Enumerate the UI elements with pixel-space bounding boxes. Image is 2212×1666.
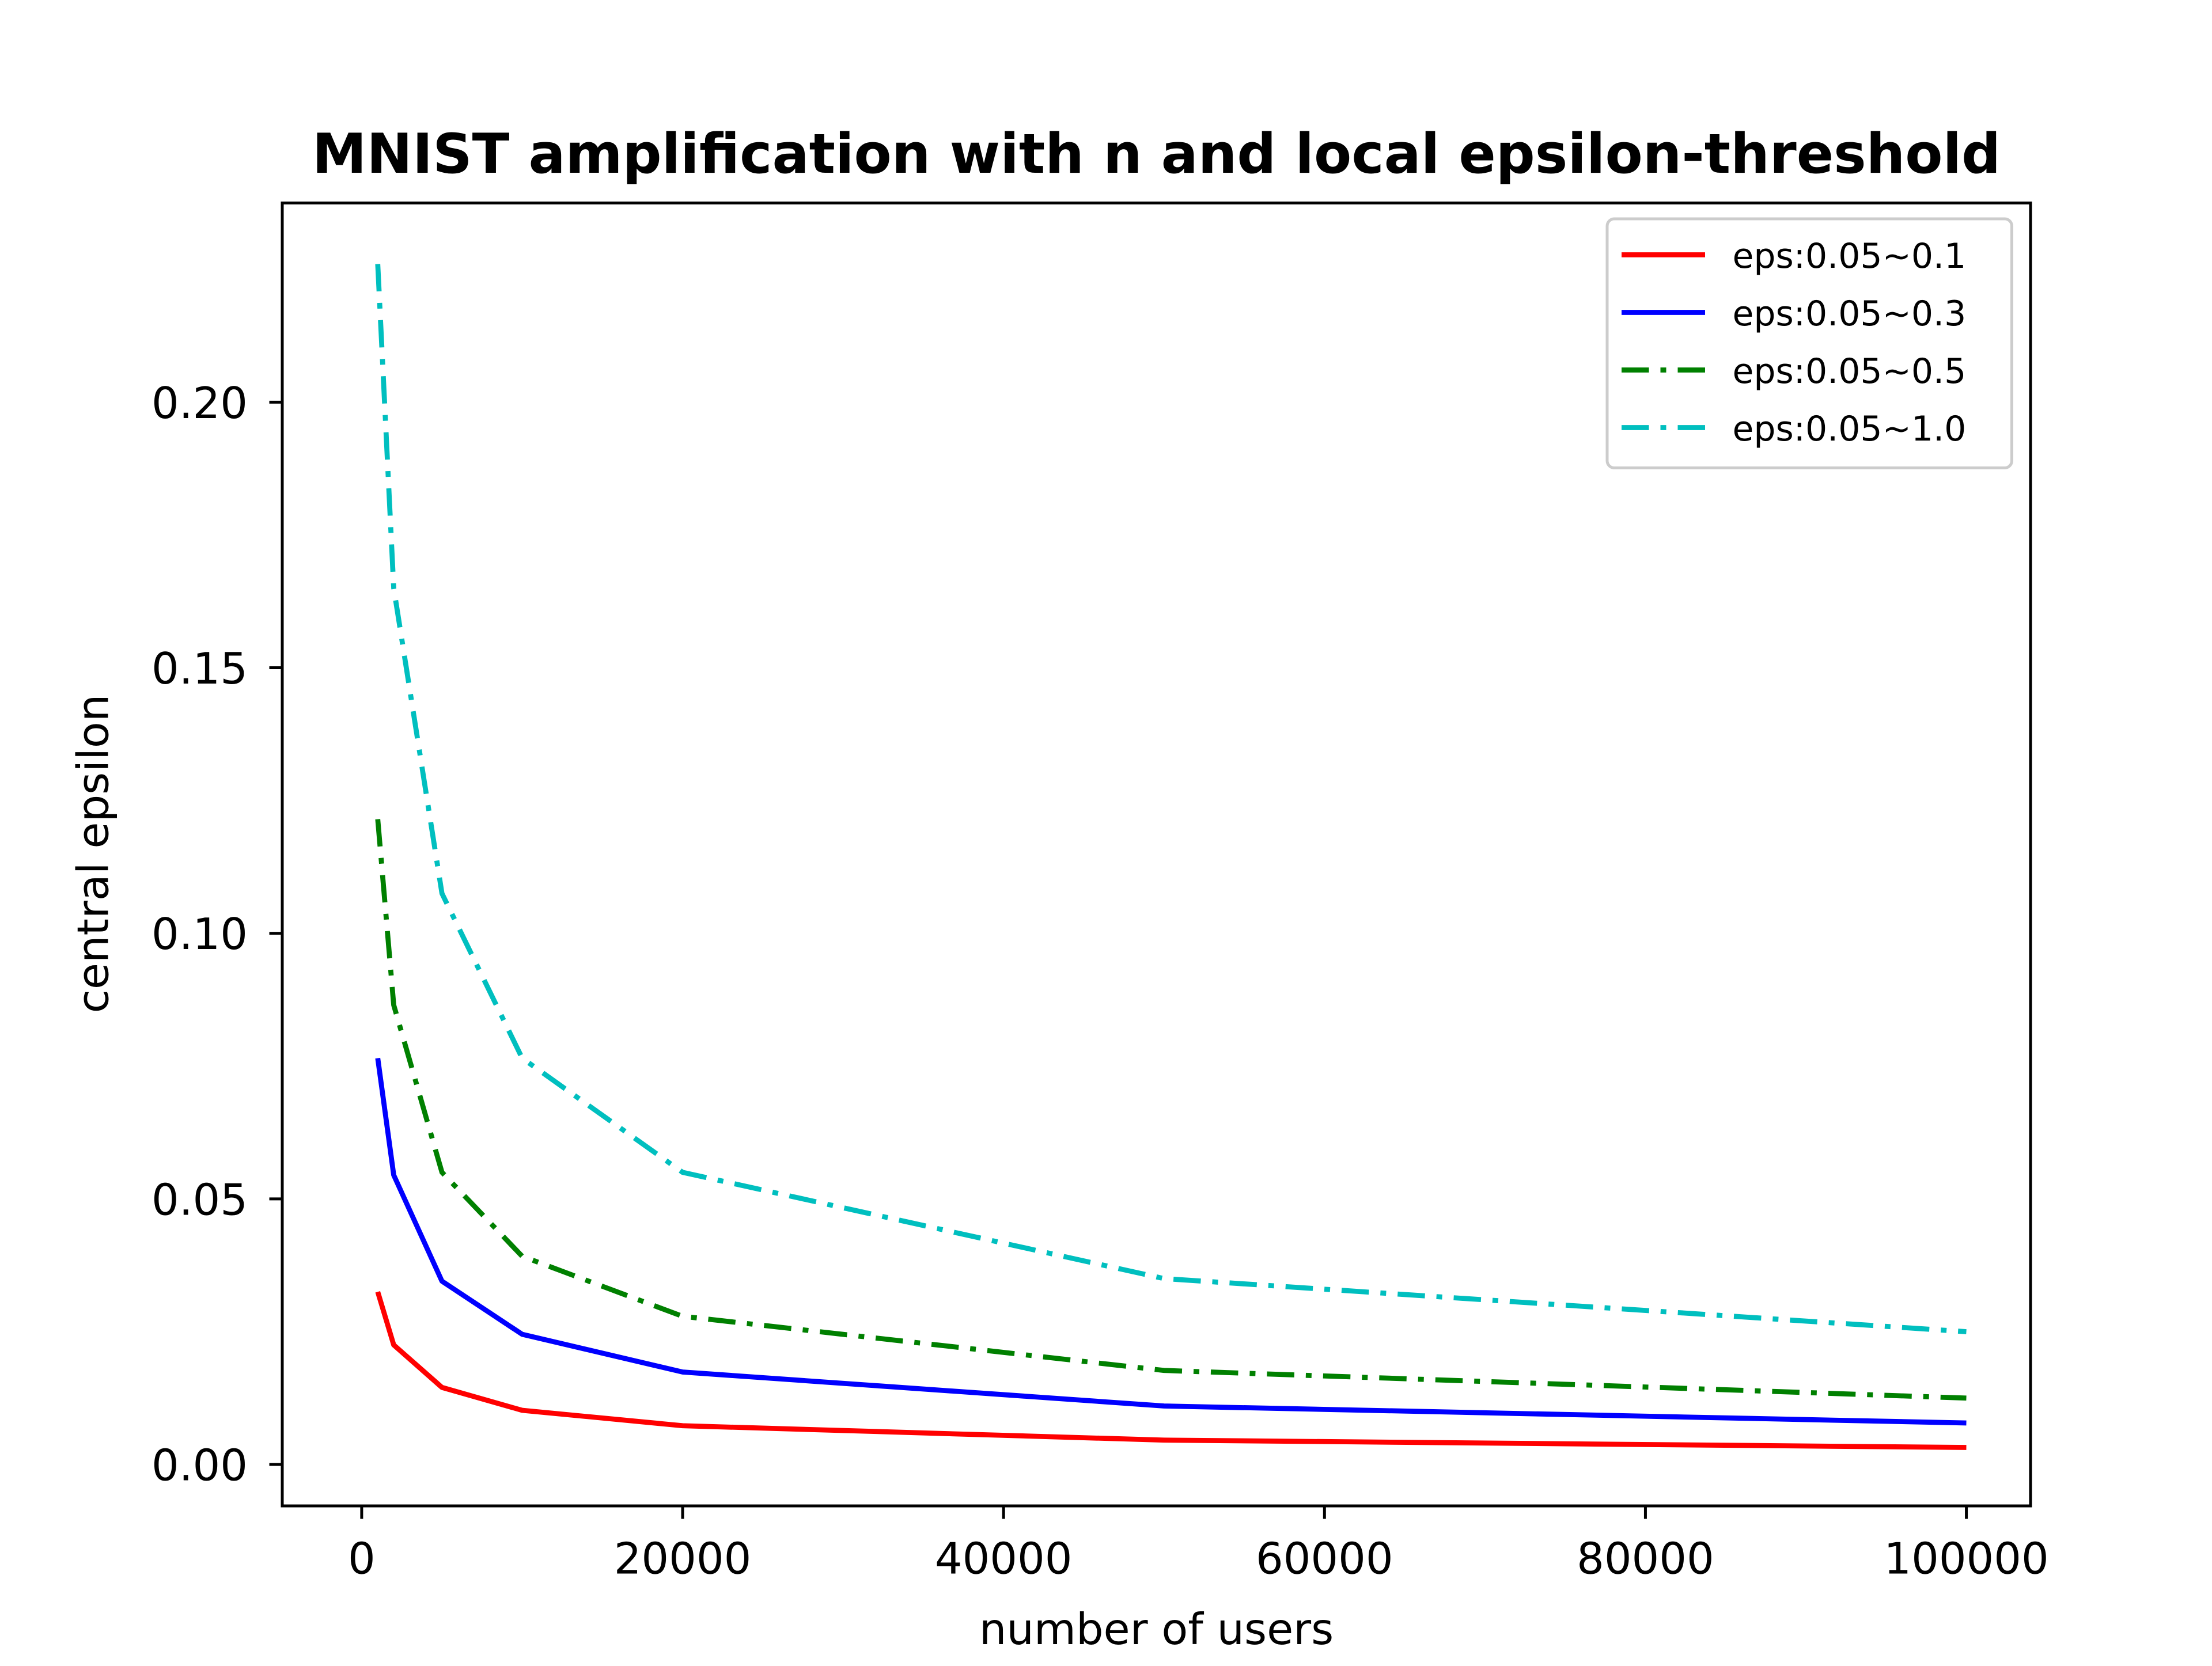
axes-frame [281, 202, 2032, 1508]
x-axis-label: number of users [979, 1604, 1334, 1654]
series-line-2 [375, 1057, 1967, 1426]
legend-label-2: eps:0.05~0.3 [1733, 294, 1967, 334]
legend-label-1: eps:0.05~0.1 [1733, 236, 1967, 276]
x-tick-label: 40000 [935, 1534, 1073, 1584]
legend-label-3: eps:0.05~0.5 [1733, 351, 1967, 392]
x-tick-label: 60000 [1256, 1534, 1393, 1584]
chart-title: MNIST amplification with n and local eps… [312, 123, 2001, 186]
series-line-1 [375, 1291, 1967, 1450]
series-line-4 [375, 264, 1967, 1334]
legend-box [1605, 217, 2013, 469]
plot-area [375, 264, 1967, 1450]
y-tick-label: 0.00 [151, 1440, 248, 1491]
x-tick-label: 20000 [614, 1534, 752, 1584]
y-tick-label: 0.20 [151, 378, 248, 428]
x-tick-label: 0 [348, 1534, 376, 1584]
x-tick-label: 100000 [1884, 1534, 2048, 1584]
y-tick-label: 0.15 [151, 643, 248, 694]
series-line-3 [375, 819, 1967, 1401]
x-tick-label: 80000 [1577, 1534, 1714, 1584]
y-tick-label: 0.05 [151, 1174, 248, 1225]
x-axis: 0 20000 40000 60000 80000 100000 [348, 1506, 2049, 1584]
legend: eps:0.05~0.1 eps:0.05~0.3 eps:0.05~0.5 eps:… [1605, 217, 2013, 469]
y-tick-label: 0.10 [151, 909, 248, 959]
legend-label-4: eps:0.05~1.0 [1733, 409, 1967, 449]
y-axis: 0.00 0.05 0.10 0.15 0.20 [151, 378, 282, 1491]
y-axis-label: central epsilon [68, 695, 119, 1014]
